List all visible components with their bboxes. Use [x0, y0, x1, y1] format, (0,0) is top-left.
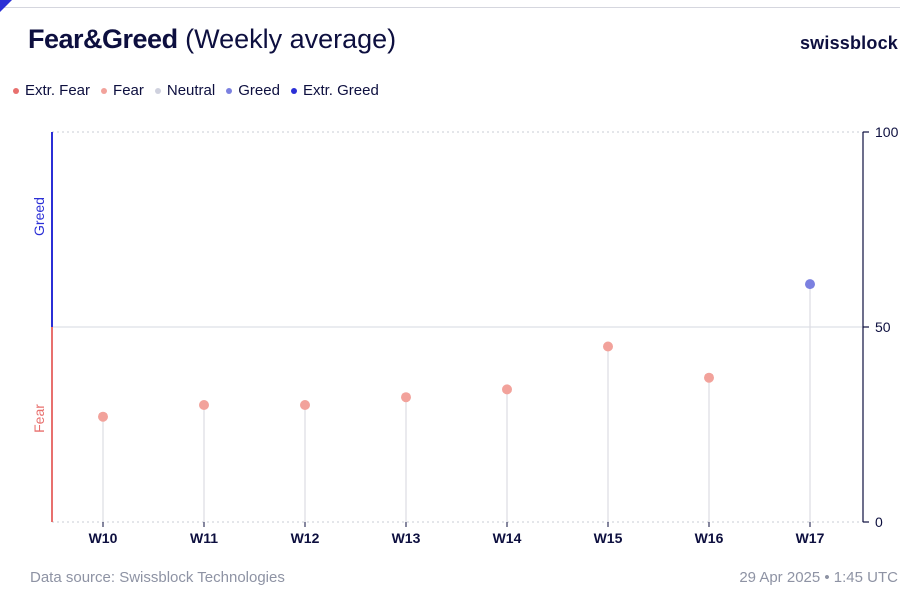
chart-title: Fear&Greed (Weekly average): [28, 24, 396, 55]
legend: Extr. Fear Fear Neutral Greed Extr. Gree…: [13, 82, 390, 99]
legend-label-neutral: Neutral: [166, 82, 216, 99]
legend-dot-extr-greed: [290, 87, 297, 94]
legend-dot-greed: [226, 87, 233, 94]
zone-label-fear: Fear: [31, 404, 47, 433]
point-W15: [603, 341, 613, 352]
x-tick-label-W12: W12: [291, 530, 320, 546]
legend-item-extr-greed[interactable]: Extr. Greed: [290, 82, 379, 99]
x-tick-label-W11: W11: [190, 530, 218, 546]
x-tick-label-W15: W15: [594, 530, 623, 546]
legend-label-greed: Greed: [238, 82, 280, 99]
brand-logo: swissblock: [799, 33, 898, 53]
legend-item-greed[interactable]: Greed: [226, 82, 280, 99]
x-tick-label-W16: W16: [695, 530, 724, 546]
y-tick-label-0: 0: [875, 514, 883, 530]
x-tick-label-W13: W13: [392, 530, 421, 546]
legend-item-extr-fear[interactable]: Extr. Fear: [13, 82, 90, 99]
point-W10: [98, 411, 108, 422]
x-tick-label-W10: W10: [89, 530, 118, 546]
legend-dot-extr-fear: [13, 87, 19, 94]
point-W16: [704, 372, 714, 383]
legend-label-fear: Fear: [113, 82, 144, 99]
point-W14: [502, 384, 512, 395]
data-source: Data source: Swissblock Technologies: [30, 569, 285, 586]
title-subtitle: (Weekly average): [185, 24, 397, 54]
x-tick-label-W14: W14: [493, 530, 522, 546]
legend-item-fear[interactable]: Fear: [101, 82, 144, 99]
legend-dot-fear: [101, 87, 108, 94]
legend-label-extr-fear: Extr. Fear: [25, 82, 91, 99]
point-W12: [300, 400, 310, 410]
legend-dot-neutral: [154, 87, 161, 94]
title-main: Fear&Greed: [28, 24, 178, 54]
point-W11: [199, 400, 209, 410]
zone-label-greed: Greed: [31, 197, 47, 236]
legend-label-extr-greed: Extr. Greed: [302, 82, 379, 99]
point-W13: [401, 392, 411, 403]
point-W17: [805, 279, 815, 290]
timestamp: 29 Apr 2025 • 1:45 UTC: [739, 569, 898, 586]
x-tick-label-W17: W17: [796, 530, 825, 546]
legend-item-neutral[interactable]: Neutral: [154, 82, 216, 99]
y-tick-label-50: 50: [875, 319, 891, 335]
y-tick-label-100: 100: [875, 124, 899, 140]
top-rule: [0, 7, 900, 8]
corner-mark: [0, 0, 12, 12]
